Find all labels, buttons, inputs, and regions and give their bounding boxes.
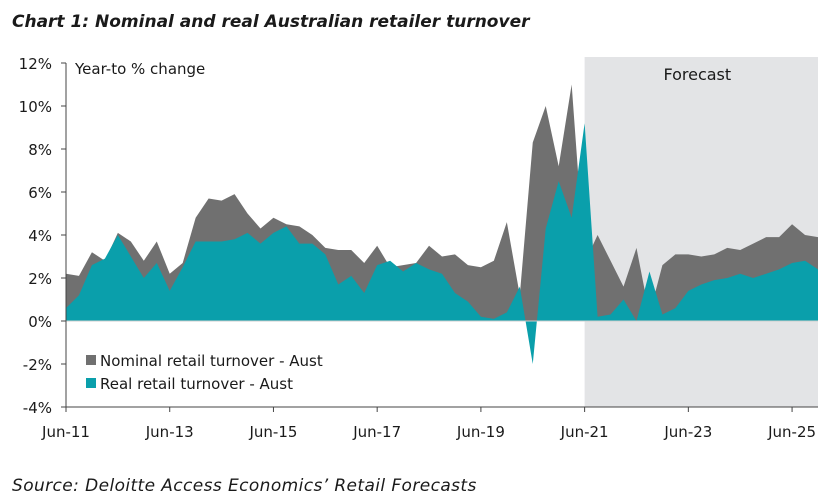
x-tick-label: Jun-21 [560, 423, 609, 441]
y-tick-label: 2% [28, 270, 52, 288]
legend-label: Nominal retail turnover - Aust [100, 352, 323, 370]
chart-title: Chart 1: Nominal and real Australian ret… [12, 12, 530, 32]
x-tick-label: Jun-23 [663, 423, 712, 441]
y-tick-label: 12% [19, 55, 52, 73]
axis-layer [61, 62, 818, 412]
y-tick-label: 10% [19, 98, 52, 116]
series-layer [66, 84, 818, 364]
x-tick-label: Jun-13 [145, 423, 194, 441]
forecast-layer [584, 57, 818, 407]
y-tick-label: 4% [28, 227, 52, 245]
forecast-label: Forecast [663, 65, 731, 84]
source-note: Source: Deloitte Access Economics’ Retai… [12, 476, 477, 496]
x-tick-label: Jun-11 [41, 423, 90, 441]
legend-label: Real retail turnover - Aust [100, 375, 293, 393]
legend-swatch [86, 378, 96, 388]
y-tick-label: -4% [23, 399, 52, 417]
y-tick-label: 0% [28, 313, 52, 331]
forecast-region [584, 57, 818, 407]
x-tick-label: Jun-19 [456, 423, 505, 441]
y-axis-label: Year-to % change [74, 60, 205, 78]
label-layer: Forecast -4% -2% 0% 2% 4% 6% 8% 10% 12% Jun-11 Jun-… [19, 55, 816, 441]
x-tick-label: Jun-25 [767, 423, 816, 441]
y-tick-label: 6% [28, 184, 52, 202]
y-tick-label: 8% [28, 141, 52, 159]
legend-swatch [86, 355, 96, 365]
chart: Forecast -4% -2% 0% 2% 4% 6% 8% 10% 12% Jun-11 Jun-… [19, 55, 818, 441]
series-real-area [66, 123, 818, 364]
x-tick-label: Jun-17 [352, 423, 401, 441]
x-tick-label: Jun-15 [248, 423, 297, 441]
y-tick-label: -2% [23, 356, 52, 374]
